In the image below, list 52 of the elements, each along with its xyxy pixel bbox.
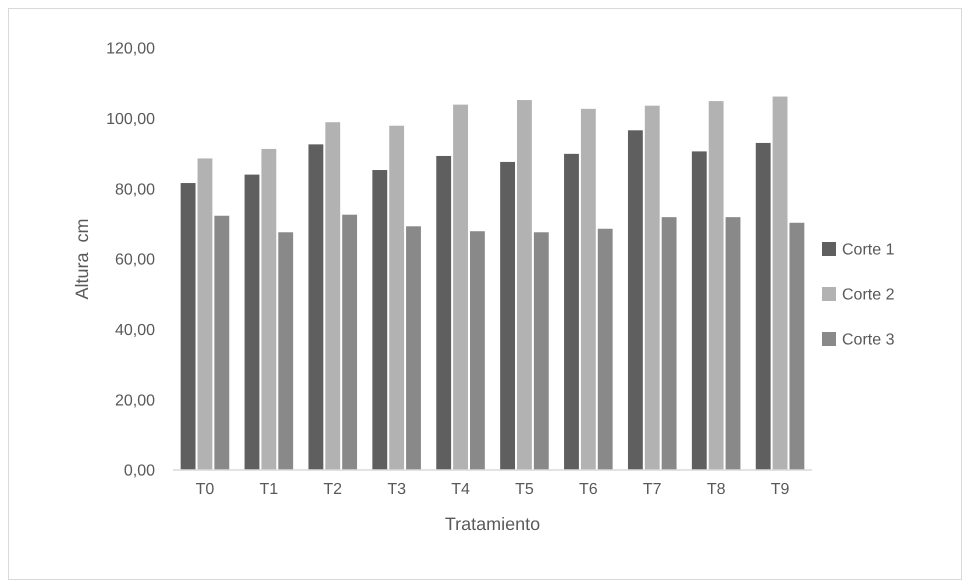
bar <box>500 162 516 470</box>
bar <box>628 130 643 470</box>
bar <box>308 144 324 470</box>
bar <box>789 222 804 470</box>
y-tick-label: 40,00 <box>114 322 156 339</box>
bar <box>244 174 260 470</box>
x-tick-label: T4 <box>451 481 470 498</box>
bar <box>772 96 788 470</box>
bar <box>692 151 707 470</box>
y-tick-label: 20,00 <box>114 392 156 410</box>
bar <box>261 148 276 470</box>
bar <box>453 104 468 470</box>
legend-label: Corte 3 <box>842 332 895 349</box>
y-tick-label: 120,00 <box>106 40 156 58</box>
x-axis-title: Tratamiento <box>444 514 540 534</box>
y-axis-title: Altura cm <box>72 218 92 300</box>
bar <box>644 106 660 470</box>
bar <box>534 232 549 470</box>
bar <box>726 217 740 470</box>
y-tick-label: 0,00 <box>124 462 156 480</box>
bar <box>389 126 404 470</box>
x-tick-label: T0 <box>196 481 214 498</box>
x-tick-label: T5 <box>515 481 534 498</box>
bar <box>325 122 340 470</box>
x-tick-label: T1 <box>260 481 278 498</box>
bar <box>198 158 212 470</box>
legend-label: Corte 2 <box>842 286 895 304</box>
bar <box>406 226 421 470</box>
x-tick-label: T7 <box>642 481 662 498</box>
y-tick-label: 100,00 <box>106 110 156 128</box>
bar <box>564 154 579 470</box>
bar <box>180 183 196 470</box>
bar <box>598 228 613 470</box>
y-tick-label: 80,00 <box>114 181 156 198</box>
bar <box>580 108 596 470</box>
legend-label: Corte 1 <box>842 242 895 259</box>
y-tick-label: 60,00 <box>114 252 156 269</box>
bar <box>342 214 358 470</box>
x-tick-label: T2 <box>323 481 342 498</box>
bar <box>214 216 230 470</box>
bar <box>708 101 724 470</box>
x-tick-label: T3 <box>387 481 406 498</box>
bar <box>517 100 532 470</box>
bar <box>278 232 294 470</box>
x-tick-label: T9 <box>770 481 790 498</box>
bar <box>372 170 388 470</box>
x-tick-label: T8 <box>706 481 726 498</box>
x-tick-label: T6 <box>579 481 598 498</box>
bar <box>436 156 452 470</box>
bar <box>470 231 485 470</box>
bar <box>662 217 677 470</box>
bar <box>756 142 771 470</box>
